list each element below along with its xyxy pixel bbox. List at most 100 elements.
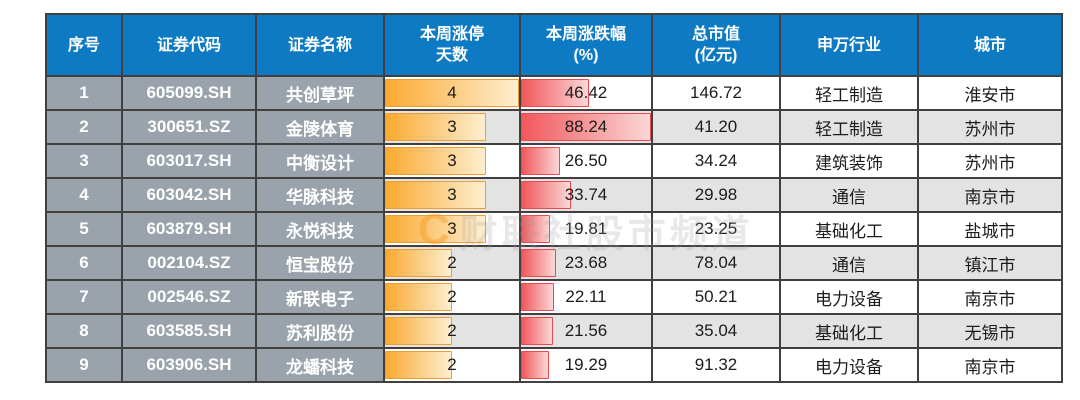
limit-days-databar [385,79,519,107]
change-pct-value: 26.50 [564,151,608,170]
limit-days-value: 2 [447,253,457,272]
cell-city: 镇江市 [919,247,1061,279]
cell-industry: 通信 [781,247,917,279]
cell-seq: 5 [47,213,121,245]
change-pct-databar [521,113,651,141]
cell-market-cap: 146.72 [653,77,779,109]
cell-change-pct: 23.68 [521,247,651,279]
limit-days-value: 3 [447,117,457,136]
header-limit-days: 本周涨停 天数 [385,15,519,75]
cell-industry: 建筑装饰 [781,145,917,177]
change-pct-value: 23.68 [564,253,608,272]
cell-stock-code: 002546.SZ [123,281,255,313]
cell-limit-days: 2 [385,281,519,313]
cell-change-pct: 88.24 [521,111,651,143]
limit-days-value: 2 [447,287,457,306]
cell-change-pct: 33.74 [521,179,651,211]
cell-stock-code: 603879.SH [123,213,255,245]
limit-days-value: 2 [447,321,457,340]
header-stock-code: 证券代码 [123,15,255,75]
cell-market-cap: 78.04 [653,247,779,279]
cell-limit-days: 2 [385,315,519,347]
limit-days-databar [385,283,452,311]
cell-change-pct: 26.50 [521,145,651,177]
change-pct-value: 46.42 [564,83,608,102]
cell-industry: 轻工制造 [781,111,917,143]
change-pct-value: 33.74 [564,185,608,204]
cell-city: 无锡市 [919,315,1061,347]
cell-city: 南京市 [919,349,1061,381]
change-pct-value: 21.56 [564,321,608,340]
change-pct-databar [521,79,590,107]
cell-stock-code: 603585.SH [123,315,255,347]
cell-change-pct: 19.29 [521,349,651,381]
cell-city: 南京市 [919,281,1061,313]
cell-city: 苏州市 [919,145,1061,177]
cell-seq: 9 [47,349,121,381]
cell-seq: 8 [47,315,121,347]
cell-market-cap: 29.98 [653,179,779,211]
change-pct-value: 19.81 [564,219,608,238]
limit-days-databar [385,317,452,345]
cell-seq: 3 [47,145,121,177]
limit-days-databar [385,351,452,379]
cell-stock-name: 新联电子 [257,281,383,313]
cell-stock-code: 300651.SZ [123,111,255,143]
cell-market-cap: 35.04 [653,315,779,347]
change-pct-databar [521,317,553,345]
cell-stock-name: 苏利股份 [257,315,383,347]
cell-stock-name: 共创草坪 [257,77,383,109]
limit-days-value: 3 [447,219,457,238]
cell-stock-name: 永悦科技 [257,213,383,245]
header-industry: 申万行业 [781,15,917,75]
cell-change-pct: 22.11 [521,281,651,313]
cell-city: 盐城市 [919,213,1061,245]
cell-stock-name: 中衡设计 [257,145,383,177]
cell-market-cap: 91.32 [653,349,779,381]
cell-industry: 电力设备 [781,281,917,313]
change-pct-databar [521,351,550,379]
cell-change-pct: 46.42 [521,77,651,109]
cell-industry: 电力设备 [781,349,917,381]
change-pct-databar [521,283,554,311]
cell-seq: 2 [47,111,121,143]
cell-industry: 基础化工 [781,315,917,347]
cell-change-pct: 21.56 [521,315,651,347]
cell-market-cap: 41.20 [653,111,779,143]
cell-limit-days: 3 [385,179,519,211]
cell-city: 南京市 [919,179,1061,211]
cell-industry: 基础化工 [781,213,917,245]
change-pct-value: 19.29 [564,355,608,374]
limit-days-value: 2 [447,355,457,374]
cell-seq: 4 [47,179,121,211]
cell-city: 苏州市 [919,111,1061,143]
change-pct-databar [521,249,556,277]
change-pct-value: 88.24 [564,117,608,136]
cell-city: 淮安市 [919,77,1061,109]
limit-days-databar [385,147,486,175]
cell-stock-name: 华脉科技 [257,179,383,211]
cell-market-cap: 23.25 [653,213,779,245]
cell-limit-days: 3 [385,213,519,245]
limit-days-value: 4 [447,83,457,102]
cell-limit-days: 3 [385,111,519,143]
cell-limit-days: 4 [385,77,519,109]
change-pct-databar [521,147,561,175]
header-stock-name: 证券名称 [257,15,383,75]
cell-seq: 6 [47,247,121,279]
change-pct-databar [521,215,551,243]
cell-stock-code: 002104.SZ [123,247,255,279]
limit-days-databar [385,181,486,209]
stock-table: 序号 证券代码 证券名称 本周涨停 天数 本周涨跌幅 (%) 总市值 (亿元) … [45,13,1063,383]
cell-stock-code: 603017.SH [123,145,255,177]
cell-market-cap: 34.24 [653,145,779,177]
cell-limit-days: 2 [385,247,519,279]
cell-stock-code: 603906.SH [123,349,255,381]
limit-days-value: 3 [447,185,457,204]
change-pct-value: 22.11 [565,287,607,306]
header-change-pct: 本周涨跌幅 (%) [521,15,651,75]
cell-change-pct: 19.81 [521,213,651,245]
cell-limit-days: 3 [385,145,519,177]
header-city: 城市 [919,15,1061,75]
cell-limit-days: 2 [385,349,519,381]
